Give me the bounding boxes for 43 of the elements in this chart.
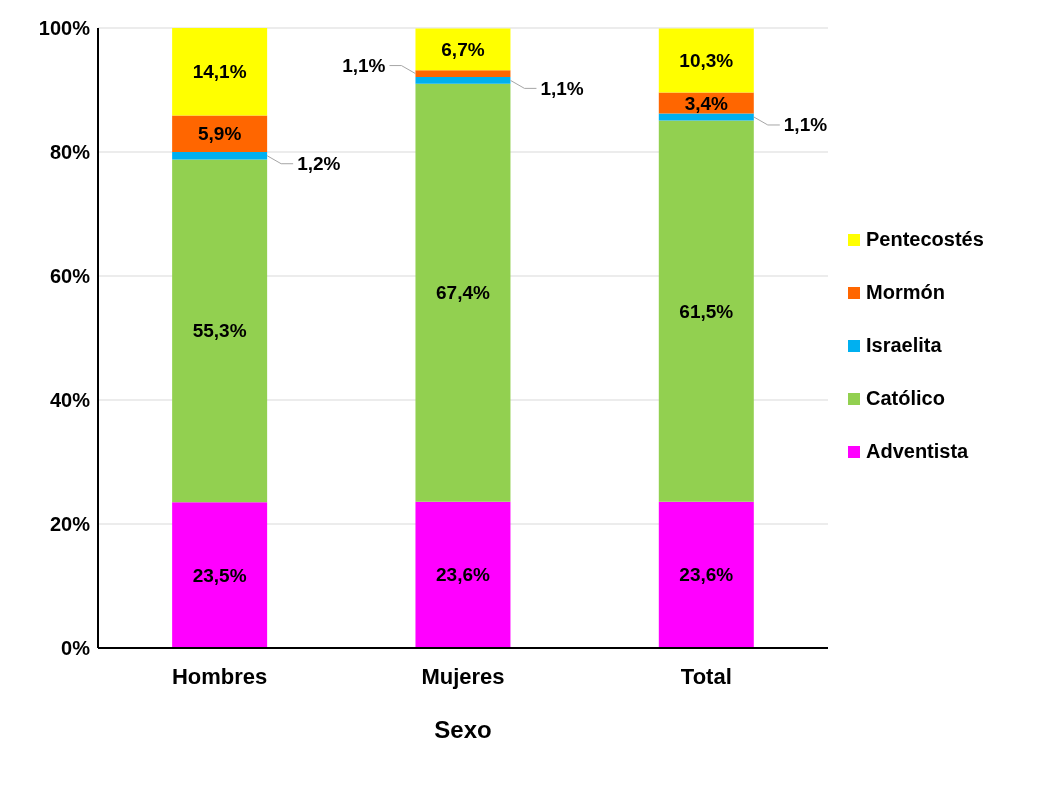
bar [415, 76, 511, 84]
data-label: 23,6% [436, 564, 491, 586]
data-label: 23,5% [192, 564, 247, 586]
data-label: 1,1% [540, 77, 584, 99]
x-tick-label: Mujeres [421, 663, 505, 689]
y-tick-label: 60% [49, 265, 91, 288]
bar [658, 120, 754, 502]
data-label: 3,4% [684, 92, 729, 114]
y-tick-label: 20% [49, 513, 91, 536]
bar [172, 152, 268, 160]
y-tick-label: 0% [61, 637, 91, 660]
bar [172, 28, 268, 116]
bar [415, 28, 511, 71]
data-label: 23,6% [679, 564, 734, 586]
data-label: 1,1% [342, 55, 386, 77]
bar [172, 159, 268, 503]
x-tick-label: Hombres [171, 663, 268, 689]
y-tick-label: 80% [49, 141, 91, 164]
data-label: 67,4% [436, 282, 491, 304]
x-tick-label: Total [680, 663, 732, 689]
bar [172, 115, 268, 152]
bar [658, 28, 754, 93]
bar [415, 501, 511, 648]
y-tick-label: 100% [38, 17, 91, 40]
data-label: 1,1% [783, 114, 828, 136]
x-axis-title: Sexo [434, 716, 492, 743]
legend-label: Israelita [866, 334, 942, 357]
data-label: 6,7% [441, 38, 485, 60]
data-label: 14,1% [192, 61, 247, 83]
data-label: 55,3% [192, 320, 247, 342]
bar [658, 501, 754, 648]
legend-label: Adventista [866, 440, 969, 463]
legend-label: Mormón [866, 281, 945, 304]
data-label: 61,5% [679, 300, 734, 322]
bar [415, 70, 511, 77]
data-label: 1,2% [297, 153, 341, 175]
legend-label: Pentecostés [866, 228, 984, 251]
data-label: 5,9% [197, 123, 242, 145]
y-tick-label: 40% [49, 389, 91, 412]
legend-label: Católico [866, 387, 945, 410]
data-label: 10,3% [679, 50, 734, 72]
bar [172, 502, 268, 648]
bar [415, 83, 511, 502]
